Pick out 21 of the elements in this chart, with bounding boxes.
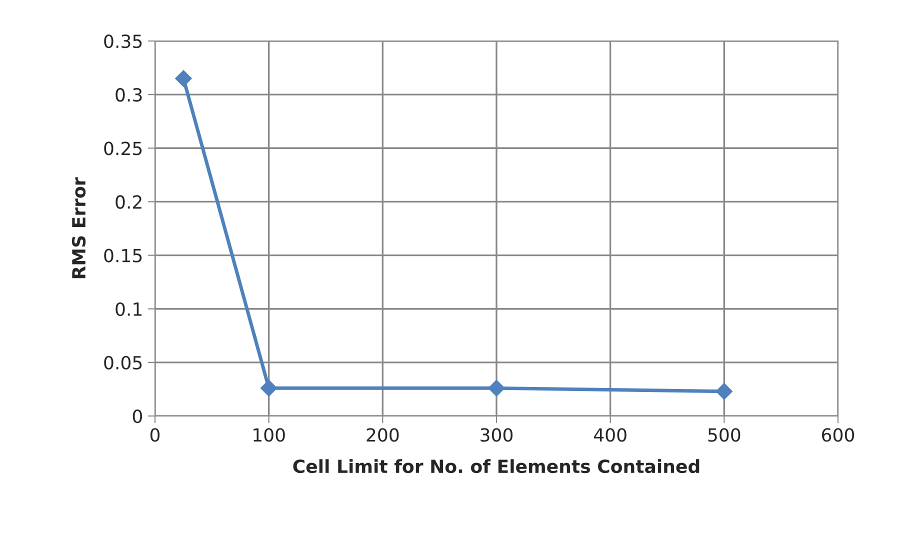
y-tick-label: 0.2 (116, 195, 142, 209)
x-tick-label: 200 (366, 428, 399, 442)
x-axis-title: Cell Limit for No. of Elements Contained (293, 459, 700, 474)
y-tick-label: 0.1 (116, 302, 142, 316)
x-tick-label: 400 (594, 428, 626, 442)
x-tick-label: 300 (480, 428, 513, 442)
point (260, 380, 278, 397)
y-tick-label: 0.25 (104, 142, 142, 156)
y-tick-label: 0.35 (104, 34, 142, 48)
x-tick-label: 0 (150, 428, 160, 442)
y-tick-label: 0 (132, 409, 142, 424)
point (716, 382, 733, 400)
y-tick-label: 0.15 (104, 248, 142, 262)
point (175, 70, 192, 87)
x-tick-label: 600 (822, 428, 854, 442)
y-tick-label: 0.05 (104, 356, 142, 370)
x-tick-label: 500 (708, 428, 740, 442)
y-axis-title: RMS Error (72, 177, 86, 278)
x-tick-label: 100 (254, 428, 285, 442)
y-tick-label: 0.3 (116, 88, 142, 102)
point (488, 380, 505, 397)
